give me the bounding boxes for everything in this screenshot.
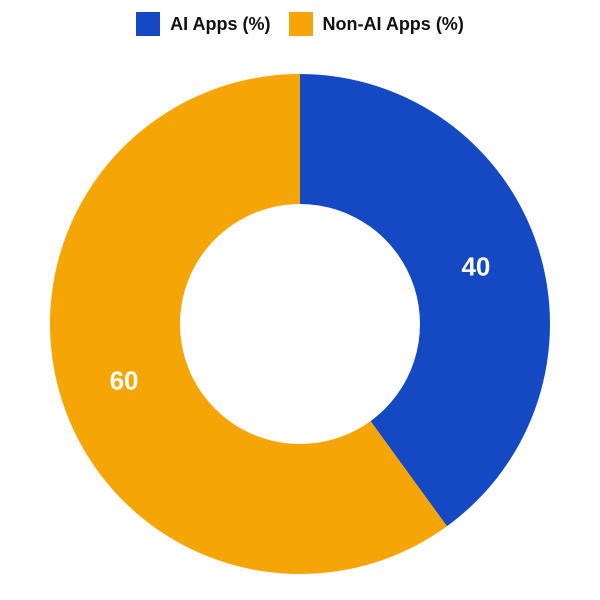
legend-item: Non-AI Apps (%) [289,12,464,36]
legend-swatch [136,12,160,36]
slice-value-label: 60 [110,366,139,397]
donut-chart: AI Apps (%) Non-AI Apps (%) 40 60 [0,0,600,600]
slice-value-label: 40 [461,251,490,282]
legend-item: AI Apps (%) [136,12,270,36]
legend-swatch [289,12,313,36]
legend-label: Non-AI Apps (%) [323,14,464,35]
legend: AI Apps (%) Non-AI Apps (%) [0,12,600,36]
donut: 40 60 [50,74,550,574]
legend-label: AI Apps (%) [170,14,270,35]
donut-svg [50,74,550,574]
